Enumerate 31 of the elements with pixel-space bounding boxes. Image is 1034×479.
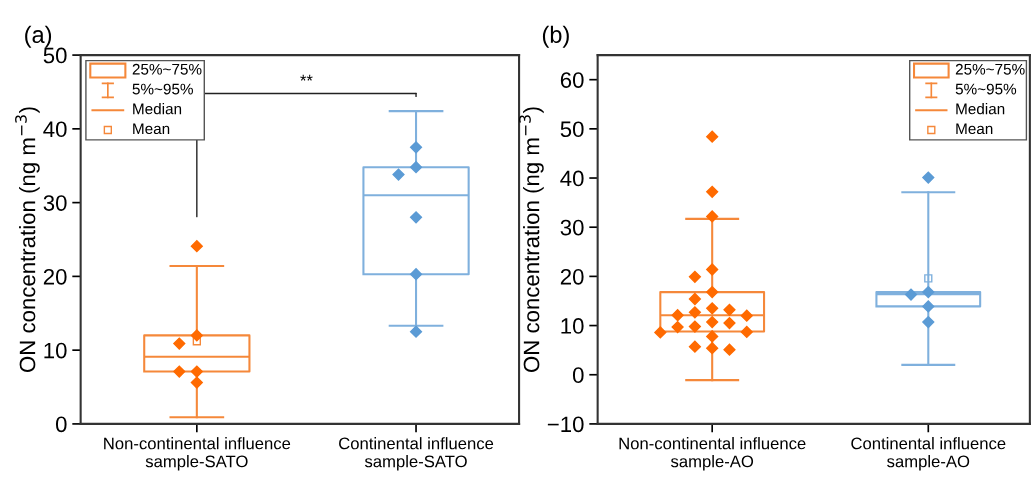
y-tick-label: 50 [43,47,67,64]
x-tick-label: Continental influence sample-AO [851,437,1006,471]
annotation: 25%~75% [132,63,202,75]
annotation: 5%~95% [132,83,193,95]
y-tick-label: 60 [560,72,584,88]
y-tick-label: 10 [561,318,584,334]
y-tick-label: 20 [43,268,67,285]
y-tick-label: 20 [560,268,584,285]
annotation: 25%~75% [955,63,1025,75]
y-tick-label: 30 [43,195,67,211]
annotation: Median [956,103,1005,115]
y-tick-label: 40 [43,121,67,138]
chart-title: (a) [25,25,52,48]
x-tick-label: Non-continental influence sample-AO [619,437,806,471]
y-axis-title: ON concentration (ng m$^{−3}$) [519,107,544,372]
y-tick-label: 50 [560,121,584,138]
x-tick-label: Non-continental influence sample-SATO [104,437,291,471]
annotation: Median [133,103,182,115]
y-tick-label: 30 [560,219,584,236]
y-tick-label: 40 [560,170,584,187]
y-tick-label: 0 [572,367,584,384]
y-tick-label: −10 [547,416,584,433]
y-tick-label: 0 [55,416,67,433]
y-tick-label: 10 [44,342,67,359]
annotation: 5%~95% [955,83,1017,95]
x-tick-label: Continental influence sample-SATO [339,437,494,471]
chart-title: (b) [542,25,569,48]
annotation: ** [300,74,313,81]
y-axis-title: ON concentration (ng m$^{−3}$) [15,107,40,372]
annotation: Mean [956,123,993,135]
annotation: Mean [133,123,170,135]
